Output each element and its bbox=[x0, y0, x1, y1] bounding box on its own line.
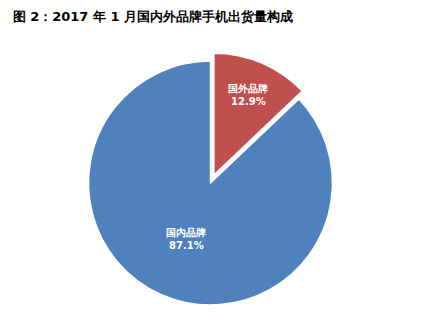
svg-text:图 2：2017 年 1 月国内外品牌手机出货量构成: 图 2：2017 年 1 月国内外品牌手机出货量构成 bbox=[13, 9, 293, 24]
svg-text:国外品牌12.9%: 国外品牌12.9% bbox=[228, 83, 268, 107]
svg-text:国内品牌87.1%: 国内品牌87.1% bbox=[166, 227, 206, 251]
